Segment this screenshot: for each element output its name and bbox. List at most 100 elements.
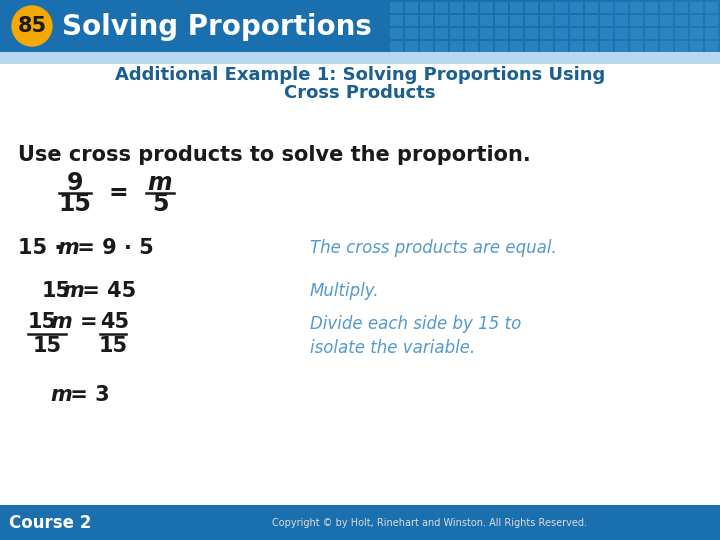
Bar [420,28,433,39]
Bar [540,15,553,26]
Text: isolate the variable.: isolate the variable. [310,339,475,357]
Bar [570,2,583,13]
Bar [641,0,642,52]
Bar [435,28,448,39]
Bar [649,0,650,52]
Bar [630,28,643,39]
Bar [465,28,478,39]
Bar [705,0,706,52]
Bar [540,2,553,13]
Bar [480,28,493,39]
Bar [691,0,692,52]
Bar [555,28,568,39]
Bar [560,0,561,52]
Bar [715,0,716,52]
Bar [390,28,403,39]
Bar [420,2,433,13]
Text: 15: 15 [99,336,127,356]
Bar [495,28,508,39]
Bar [480,41,493,52]
Bar [581,0,582,52]
Bar [465,2,478,13]
Bar [619,0,620,52]
Bar [689,0,690,52]
Bar [644,0,645,52]
Bar [637,0,638,52]
Bar [583,0,584,52]
Bar [645,15,658,26]
Bar [405,15,418,26]
Bar [690,41,703,52]
Bar [660,15,673,26]
Bar [450,15,463,26]
Bar [546,0,547,52]
Text: Additional Example 1: Solving Proportions Using: Additional Example 1: Solving Proportion… [115,66,605,84]
Bar [600,28,613,39]
Bar [625,0,626,52]
Text: Multiply.: Multiply. [310,282,379,300]
Bar [716,0,717,52]
Bar [612,0,613,52]
Bar [390,41,403,52]
Bar [510,28,523,39]
Text: Course 2: Course 2 [9,514,91,531]
Bar [450,41,463,52]
Bar [533,0,534,52]
Bar [688,0,689,52]
Bar [645,2,658,13]
Bar [580,0,581,52]
Bar [606,0,607,52]
Bar [525,15,538,26]
Bar [510,15,523,26]
Bar [678,0,679,52]
Bar [663,0,664,52]
Bar [665,0,666,52]
Text: 85: 85 [17,16,47,36]
Bar [553,0,554,52]
Bar [605,0,606,52]
Bar [405,41,418,52]
Text: 15 ·: 15 · [18,238,70,258]
Bar [569,0,570,52]
Bar [480,15,493,26]
Text: m: m [50,385,72,405]
Bar [615,2,628,13]
Bar [510,2,523,13]
Bar [558,0,559,52]
Bar [548,0,549,52]
Bar [601,0,602,52]
Text: Use cross products to solve the proportion.: Use cross products to solve the proporti… [18,145,531,165]
Bar [562,0,563,52]
Bar [0,139,720,505]
Bar [537,0,538,52]
Bar [599,0,600,52]
Bar [561,0,562,52]
Bar [629,0,630,52]
Bar [698,0,699,52]
Bar [544,0,545,52]
Bar [532,0,533,52]
Bar [635,0,636,52]
Bar [648,0,649,52]
Bar [541,0,542,52]
Bar [660,0,661,52]
Bar [651,0,652,52]
Bar [607,0,608,52]
Bar [570,0,571,52]
Text: = 3: = 3 [63,385,109,405]
Bar [675,0,676,52]
Text: m: m [57,238,78,258]
Bar [712,0,713,52]
Bar [540,28,553,39]
Bar [624,0,625,52]
Bar [539,0,540,52]
Bar [0,505,720,540]
Bar [0,64,720,139]
Bar [531,0,532,52]
Bar [551,0,552,52]
Bar [634,0,635,52]
Bar [585,15,598,26]
Bar [545,0,546,52]
Bar [495,2,508,13]
Bar [571,0,572,52]
